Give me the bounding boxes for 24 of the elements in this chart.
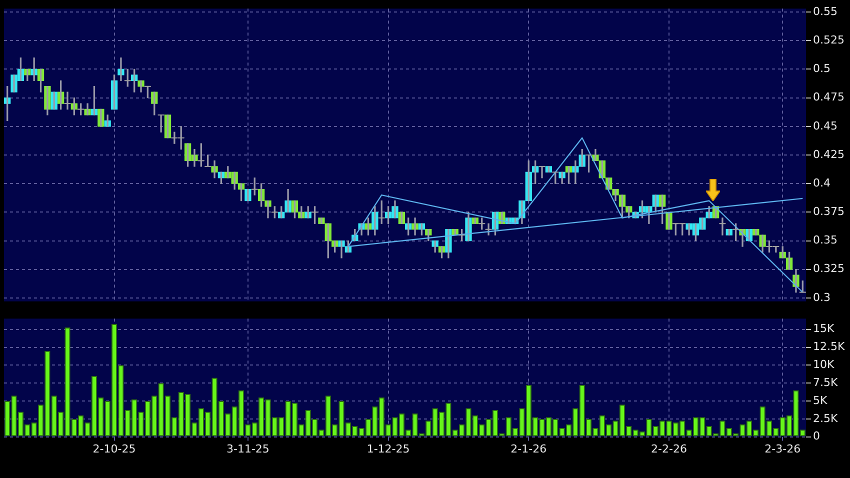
y-tick-label: 0.35 (813, 234, 838, 247)
y-tick-label: 12.5K (813, 340, 846, 354)
y-tick-label: 5K (813, 394, 828, 407)
y-tick-label: 0.3 (813, 290, 830, 304)
x-tick-label: 2-2-26 (651, 442, 687, 456)
y-tick-label: 0.375 (813, 205, 844, 218)
x-tick-label: 1-12-25 (366, 442, 410, 456)
y-tick-label: 0.475 (813, 90, 844, 104)
y-tick-label: 0.325 (813, 262, 844, 276)
y-tick-label: 15K (813, 322, 835, 336)
y-tick-label: 2.5K (813, 412, 838, 425)
y-tick-label: 0.5 (813, 62, 830, 76)
y-tick-label: 0 (813, 430, 820, 443)
y-tick-label: 0.55 (813, 4, 838, 18)
y-tick-label: 0.45 (813, 119, 838, 132)
y-tick-label: 10K (813, 358, 835, 372)
x-tick-label: 2-3-26 (764, 442, 801, 456)
y-tick-label: 0.4 (813, 176, 830, 190)
x-tick-label: 2-1-26 (510, 442, 547, 456)
y-tick-label: 7.5K (813, 376, 838, 389)
y-tick-label: 0.525 (813, 33, 844, 46)
x-tick-label: 3-11-25 (226, 442, 270, 456)
y-tick-label: 0.425 (813, 148, 844, 161)
x-tick-label: 2-10-25 (92, 442, 136, 456)
